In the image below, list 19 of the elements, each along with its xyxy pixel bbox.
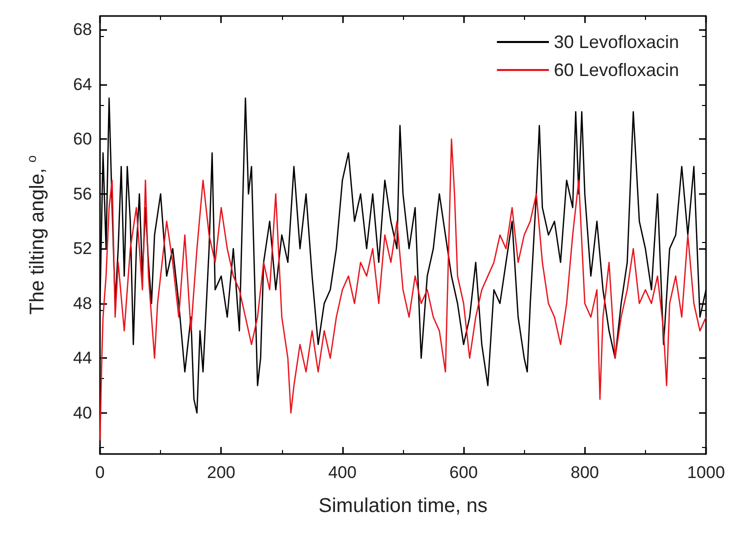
x-tick-label: 400 (328, 463, 357, 482)
y-tick-label: 44 (73, 348, 92, 368)
x-tick-label: 1000 (687, 463, 725, 482)
y-tick-label: 56 (73, 184, 92, 204)
y-axis-title: The tilting angle, o (24, 155, 48, 315)
x-axis-title: Simulation time, ns (318, 495, 488, 517)
y-tick-label: 68 (73, 20, 92, 40)
x-tick-label: 200 (207, 463, 236, 482)
y-tick-label: 40 (73, 403, 92, 422)
y-tick-label: 52 (73, 239, 92, 258)
line-series (99, 138, 707, 441)
y-tick-label: 64 (73, 74, 92, 94)
x-tick-label: 600 (449, 463, 478, 482)
legend-label: 60 Levofloxacin (554, 60, 680, 80)
x-tick-label: 0 (95, 463, 105, 482)
y-tick-label: 48 (73, 294, 92, 313)
legend-label: 30 Levofloxacin (554, 32, 680, 52)
x-tick-label: 800 (570, 463, 599, 482)
y-tick-label: 60 (73, 130, 92, 149)
